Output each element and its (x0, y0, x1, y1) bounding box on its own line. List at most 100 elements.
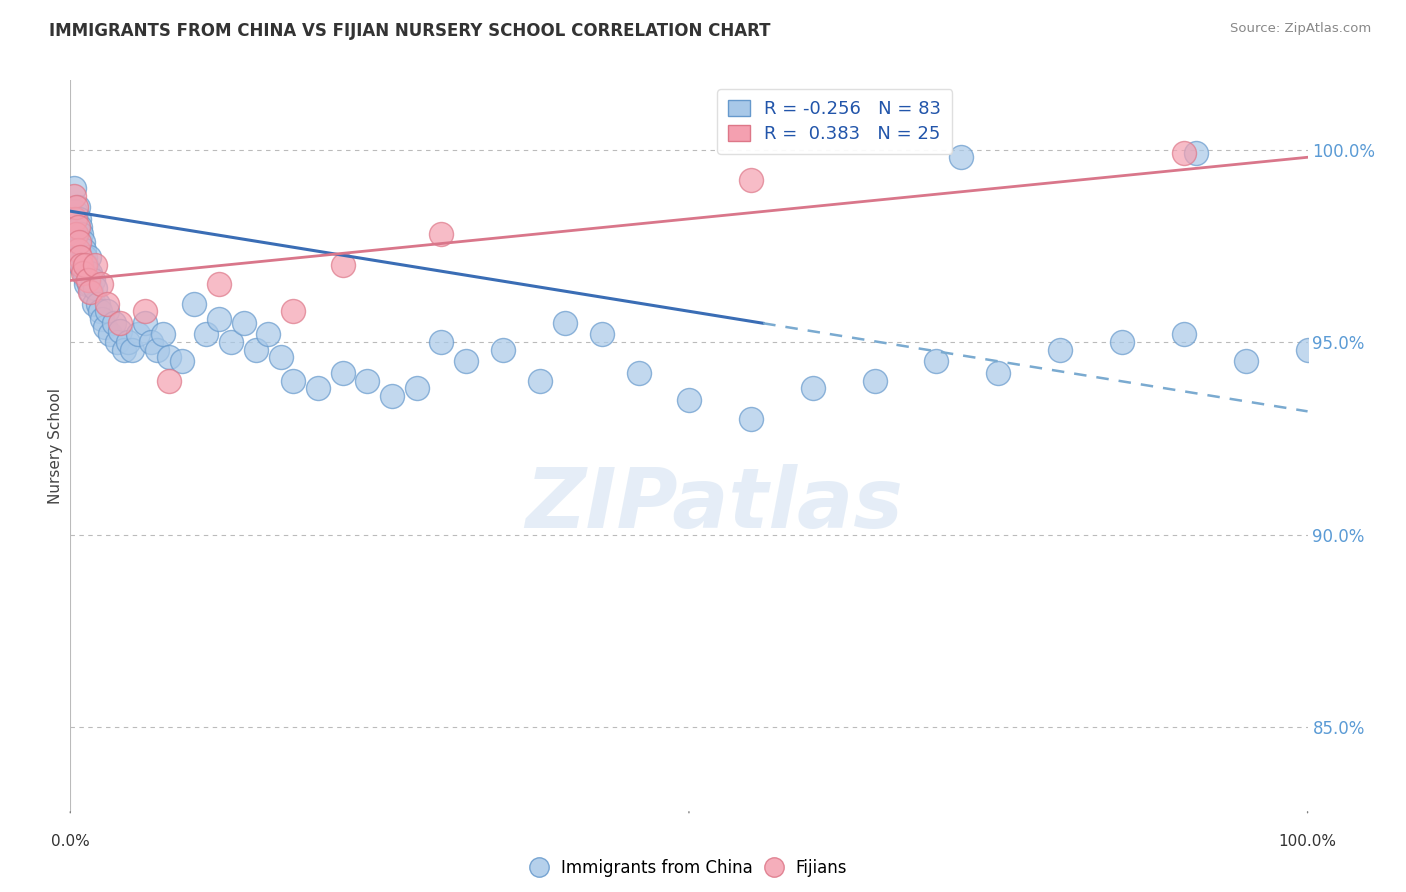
Point (332, 258, 354, 272)
Point (94, 319, 117, 334)
Point (98, 327, 121, 342)
Point (208, 312, 231, 326)
Point (740, 173, 762, 187)
Point (170, 354, 193, 368)
Point (66, 223, 89, 237)
Point (1296, 343, 1319, 357)
Point (69, 239, 91, 253)
Point (90, 277, 112, 292)
Point (1234, 354, 1257, 368)
Point (75, 258, 97, 272)
Point (86, 296, 108, 310)
Point (232, 316, 254, 330)
Point (139, 334, 162, 349)
Point (863, 374, 886, 388)
Point (157, 374, 180, 388)
Point (195, 327, 218, 342)
Point (67, 231, 90, 245)
Point (69, 258, 91, 272)
Point (65, 227, 87, 242)
Text: Source: ZipAtlas.com: Source: ZipAtlas.com (1230, 22, 1371, 36)
Point (82, 273, 104, 287)
Text: IMMIGRANTS FROM CHINA VS FIJIAN NURSERY SCHOOL CORRELATION CHART: IMMIGRANTS FROM CHINA VS FIJIAN NURSERY … (49, 22, 770, 40)
Point (134, 316, 156, 330)
Point (67, 211, 90, 226)
Point (75, 251, 97, 265)
Y-axis label: Nursery School: Nursery School (48, 388, 63, 504)
Point (987, 366, 1010, 380)
Point (77, 251, 100, 265)
Point (332, 366, 354, 380)
Point (146, 343, 169, 357)
Point (66, 200, 89, 214)
Point (529, 374, 551, 388)
Point (1111, 334, 1133, 349)
Point (183, 296, 205, 310)
Point (117, 334, 139, 349)
Point (76, 273, 98, 287)
Point (83, 296, 105, 310)
Point (1049, 343, 1071, 357)
Point (281, 374, 304, 388)
Point (925, 354, 948, 368)
Point (69, 219, 91, 234)
Point (127, 327, 149, 342)
Point (63, 188, 86, 202)
Point (492, 343, 515, 357)
Point (96, 304, 118, 318)
Point (65, 211, 87, 226)
Point (66, 243, 89, 257)
Point (678, 392, 700, 407)
Point (72, 261, 94, 276)
Point (84, 281, 107, 295)
Point (430, 227, 453, 242)
Point (89, 304, 111, 318)
Point (70, 246, 93, 260)
Point (73, 243, 96, 257)
Point (65, 200, 87, 214)
Point (77, 277, 100, 292)
Point (307, 381, 329, 395)
Point (405, 381, 427, 395)
Point (69, 251, 91, 265)
Point (84, 258, 107, 272)
Point (91, 312, 114, 326)
Point (381, 389, 404, 403)
Point (257, 327, 280, 342)
Point (65, 227, 87, 242)
Point (108, 324, 131, 338)
Point (1173, 327, 1195, 342)
Point (72, 235, 94, 249)
Point (75, 277, 97, 292)
Point (65, 211, 87, 226)
Point (801, 381, 824, 395)
Point (80, 285, 103, 299)
Point (245, 343, 267, 357)
Text: 0.0%: 0.0% (51, 834, 90, 849)
Point (112, 343, 135, 357)
Point (67, 235, 90, 249)
Legend: Immigrants from China, Fijians: Immigrants from China, Fijians (524, 853, 853, 884)
Point (103, 316, 125, 330)
Point (67, 251, 90, 265)
Point (121, 343, 143, 357)
Point (270, 351, 292, 365)
Text: ZIPatlas: ZIPatlas (524, 464, 903, 545)
Point (1173, 146, 1195, 161)
Point (134, 304, 156, 318)
Point (79, 285, 101, 299)
Point (456, 354, 478, 368)
Point (740, 412, 762, 426)
Point (70, 227, 93, 242)
Point (430, 334, 453, 349)
Point (554, 316, 576, 330)
Point (950, 150, 973, 164)
Point (1185, 146, 1208, 161)
Point (356, 374, 378, 388)
Point (152, 327, 174, 342)
Point (63, 181, 86, 195)
Point (75, 269, 97, 284)
Point (79, 266, 101, 280)
Point (66, 239, 89, 253)
Point (108, 316, 131, 330)
